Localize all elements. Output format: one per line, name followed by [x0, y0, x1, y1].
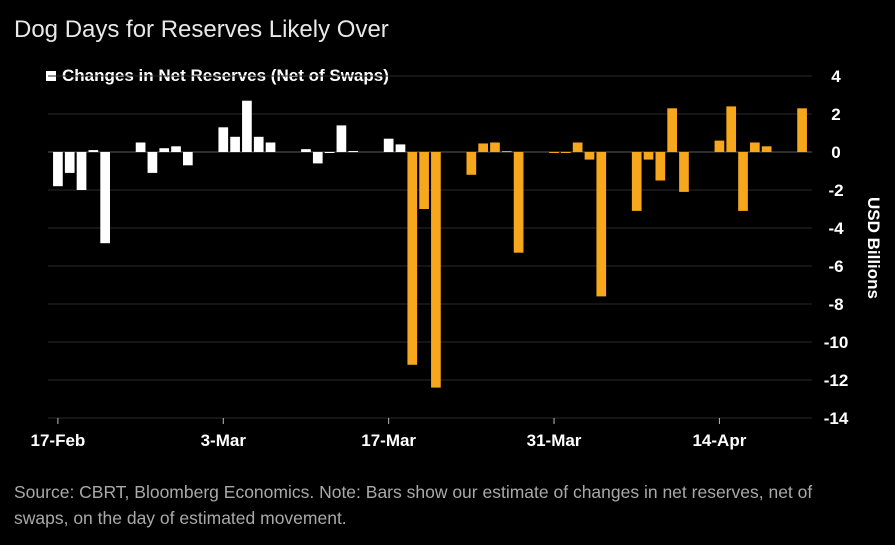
chart-title: Dog Days for Reserves Likely Over: [14, 16, 389, 43]
y-tick-label: 4: [831, 67, 841, 86]
bar-white: [183, 152, 193, 166]
bar-orange: [561, 152, 571, 153]
bar-white: [395, 144, 406, 152]
bar-orange: [797, 108, 807, 152]
bar-white: [88, 150, 99, 152]
bar-orange: [478, 143, 488, 152]
bar-white: [312, 152, 323, 164]
x-tick-label: 17-Mar: [361, 431, 416, 450]
y-tick-label: -4: [828, 219, 844, 238]
bar-white: [383, 138, 394, 152]
bar-orange: [513, 152, 524, 253]
bar-white: [171, 146, 181, 152]
bar-orange: [631, 152, 642, 211]
y-tick-label: -6: [828, 257, 843, 276]
bar-orange: [643, 152, 654, 160]
x-tick-label: 31-Mar: [527, 431, 582, 450]
x-tick-label: 3-Mar: [201, 431, 247, 450]
bar-white: [53, 152, 63, 187]
y-axis-title: USD Billions: [864, 197, 883, 299]
y-tick-label: -14: [824, 409, 849, 428]
bar-white: [159, 148, 170, 152]
bar-orange: [549, 152, 559, 153]
y-tick-label: -2: [828, 181, 843, 200]
bar-white: [265, 142, 276, 152]
bar-orange: [655, 152, 666, 181]
bar-orange: [726, 106, 737, 152]
bar-white: [64, 152, 75, 173]
bar-white: [348, 151, 359, 153]
bar-white: [76, 152, 87, 190]
bar-white: [253, 136, 264, 152]
bar-orange: [714, 140, 725, 152]
bar-orange: [761, 146, 772, 152]
bar-orange: [466, 152, 477, 175]
bar-orange: [667, 108, 677, 152]
y-tick-label: -12: [824, 371, 849, 390]
bar-orange: [419, 152, 429, 209]
bar-orange: [584, 152, 595, 160]
bar-white: [147, 152, 158, 173]
bar-orange: [407, 152, 418, 365]
source-footnote: Source: CBRT, Bloomberg Economics. Note:…: [14, 482, 813, 528]
x-tick-label: 17-Feb: [31, 431, 86, 450]
bar-orange: [572, 142, 583, 152]
bar-orange: [490, 142, 500, 152]
bar-orange: [679, 152, 689, 192]
bar-orange: [431, 152, 441, 388]
bar-white: [100, 152, 110, 244]
bar-white: [218, 127, 229, 152]
y-tick-label: -10: [824, 333, 849, 352]
y-tick-label: 0: [831, 143, 840, 162]
bar-orange: [750, 142, 760, 152]
y-tick-label: -8: [828, 295, 843, 314]
bar-white: [230, 136, 240, 152]
bar-orange: [501, 151, 512, 153]
bar-white: [135, 142, 146, 152]
bar-white: [324, 152, 335, 153]
bar-white: [242, 100, 252, 152]
x-tick-label: 14-Apr: [692, 431, 746, 450]
y-tick-label: 2: [831, 105, 840, 124]
bar-orange: [596, 152, 607, 297]
bar-white: [336, 125, 347, 152]
bar-white: [301, 149, 311, 152]
bar-chart: 4 2 0 -2 -4 -6 -8 -10 -12 -14 17-Feb 3-Mar 17-Mar 31-…: [31, 67, 883, 450]
bar-orange: [738, 152, 748, 211]
